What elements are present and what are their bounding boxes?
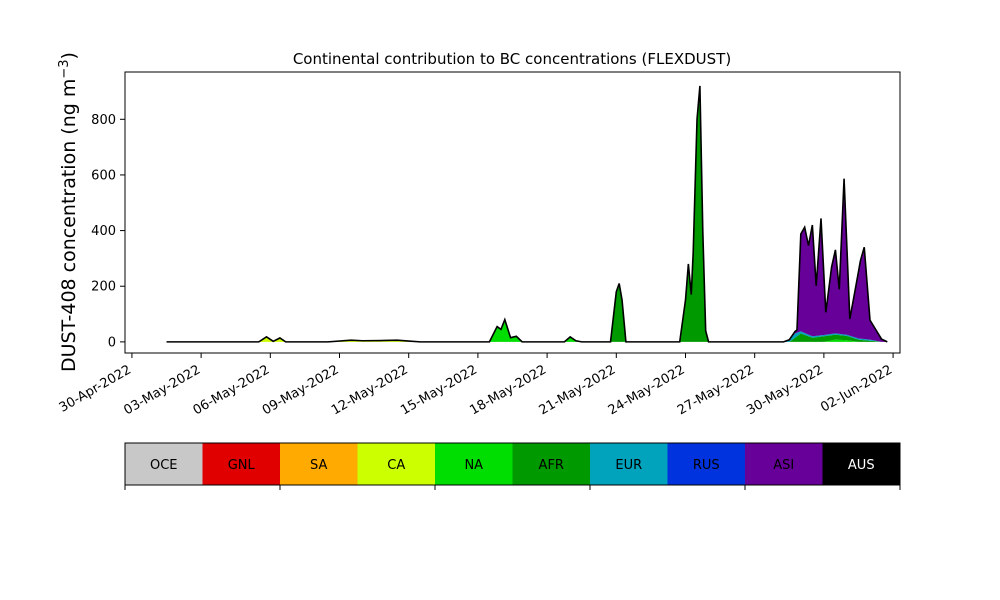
legend-label-eur: EUR (615, 458, 642, 473)
legend-label-oce: OCE (150, 458, 178, 473)
y-tick-label: 200 (91, 280, 116, 295)
area-asi (166, 85, 888, 342)
legend-label-afr: AFR (539, 458, 564, 473)
legend-label-aus: AUS (848, 458, 875, 473)
x-tick-label: 03-May-2022 (121, 362, 203, 418)
x-axis: 30-Apr-202203-May-202206-May-202209-May-… (57, 353, 895, 418)
x-tick-label: 06-May-2022 (191, 362, 273, 418)
legend-label-sa: SA (310, 458, 327, 473)
y-tick-label: 600 (91, 168, 116, 183)
y-axis: 0 200 400 600 800 (91, 113, 125, 350)
legend-swatch-na (435, 443, 513, 485)
area-aus (166, 85, 888, 342)
chart-title: Continental contribution to BC concentra… (293, 50, 731, 68)
legend-label-ca: CA (387, 458, 405, 473)
legend-swatch-sa (280, 443, 358, 485)
legend-swatch-aus (822, 443, 901, 485)
legend-swatch-asi (745, 443, 823, 485)
legend-swatch-afr (512, 443, 591, 485)
legend-label-na: NA (464, 458, 483, 473)
legend-swatch-gnl (202, 443, 281, 485)
x-tick-label: 30-May-2022 (744, 362, 826, 418)
x-tick-label: 18-May-2022 (467, 362, 549, 418)
x-tick-label: 27-May-2022 (675, 362, 757, 418)
plot-frame (124, 71, 901, 354)
area-eur (166, 85, 888, 342)
stacked-area-series (166, 85, 888, 342)
legend-label-gnl: GNL (228, 458, 256, 473)
legend-swatch-oce (125, 443, 203, 485)
y-tick-label: 0 (108, 335, 116, 350)
x-tick-label: 24-May-2022 (606, 362, 688, 418)
legend-frame (124, 442, 901, 486)
x-tick-label: 09-May-2022 (260, 362, 342, 418)
x-tick-label: 15-May-2022 (398, 362, 480, 418)
legend-swatch-rus (667, 443, 746, 485)
x-tick-label: 02-Jun-2022 (818, 362, 895, 415)
area-na (166, 319, 888, 342)
legend-label-asi: ASI (773, 458, 794, 473)
legend-label-rus: RUS (693, 458, 720, 473)
total-line (166, 85, 888, 343)
legend-swatch-ca (357, 443, 436, 485)
area-afr (166, 85, 888, 342)
legend-swatch-eur (590, 443, 668, 485)
y-axis-label: DUST-408 concentration (ng m−3) (57, 52, 80, 372)
y-tick-label: 800 (91, 113, 116, 128)
legend-colorbar: OCE GNL SA CA NA AFR EUR RUS ASI AUS (124, 442, 901, 490)
x-tick-label: 12-May-2022 (329, 362, 411, 418)
x-tick-label: 21-May-2022 (537, 362, 619, 418)
total-outline (166, 85, 888, 343)
y-tick-label: 400 (91, 224, 116, 239)
